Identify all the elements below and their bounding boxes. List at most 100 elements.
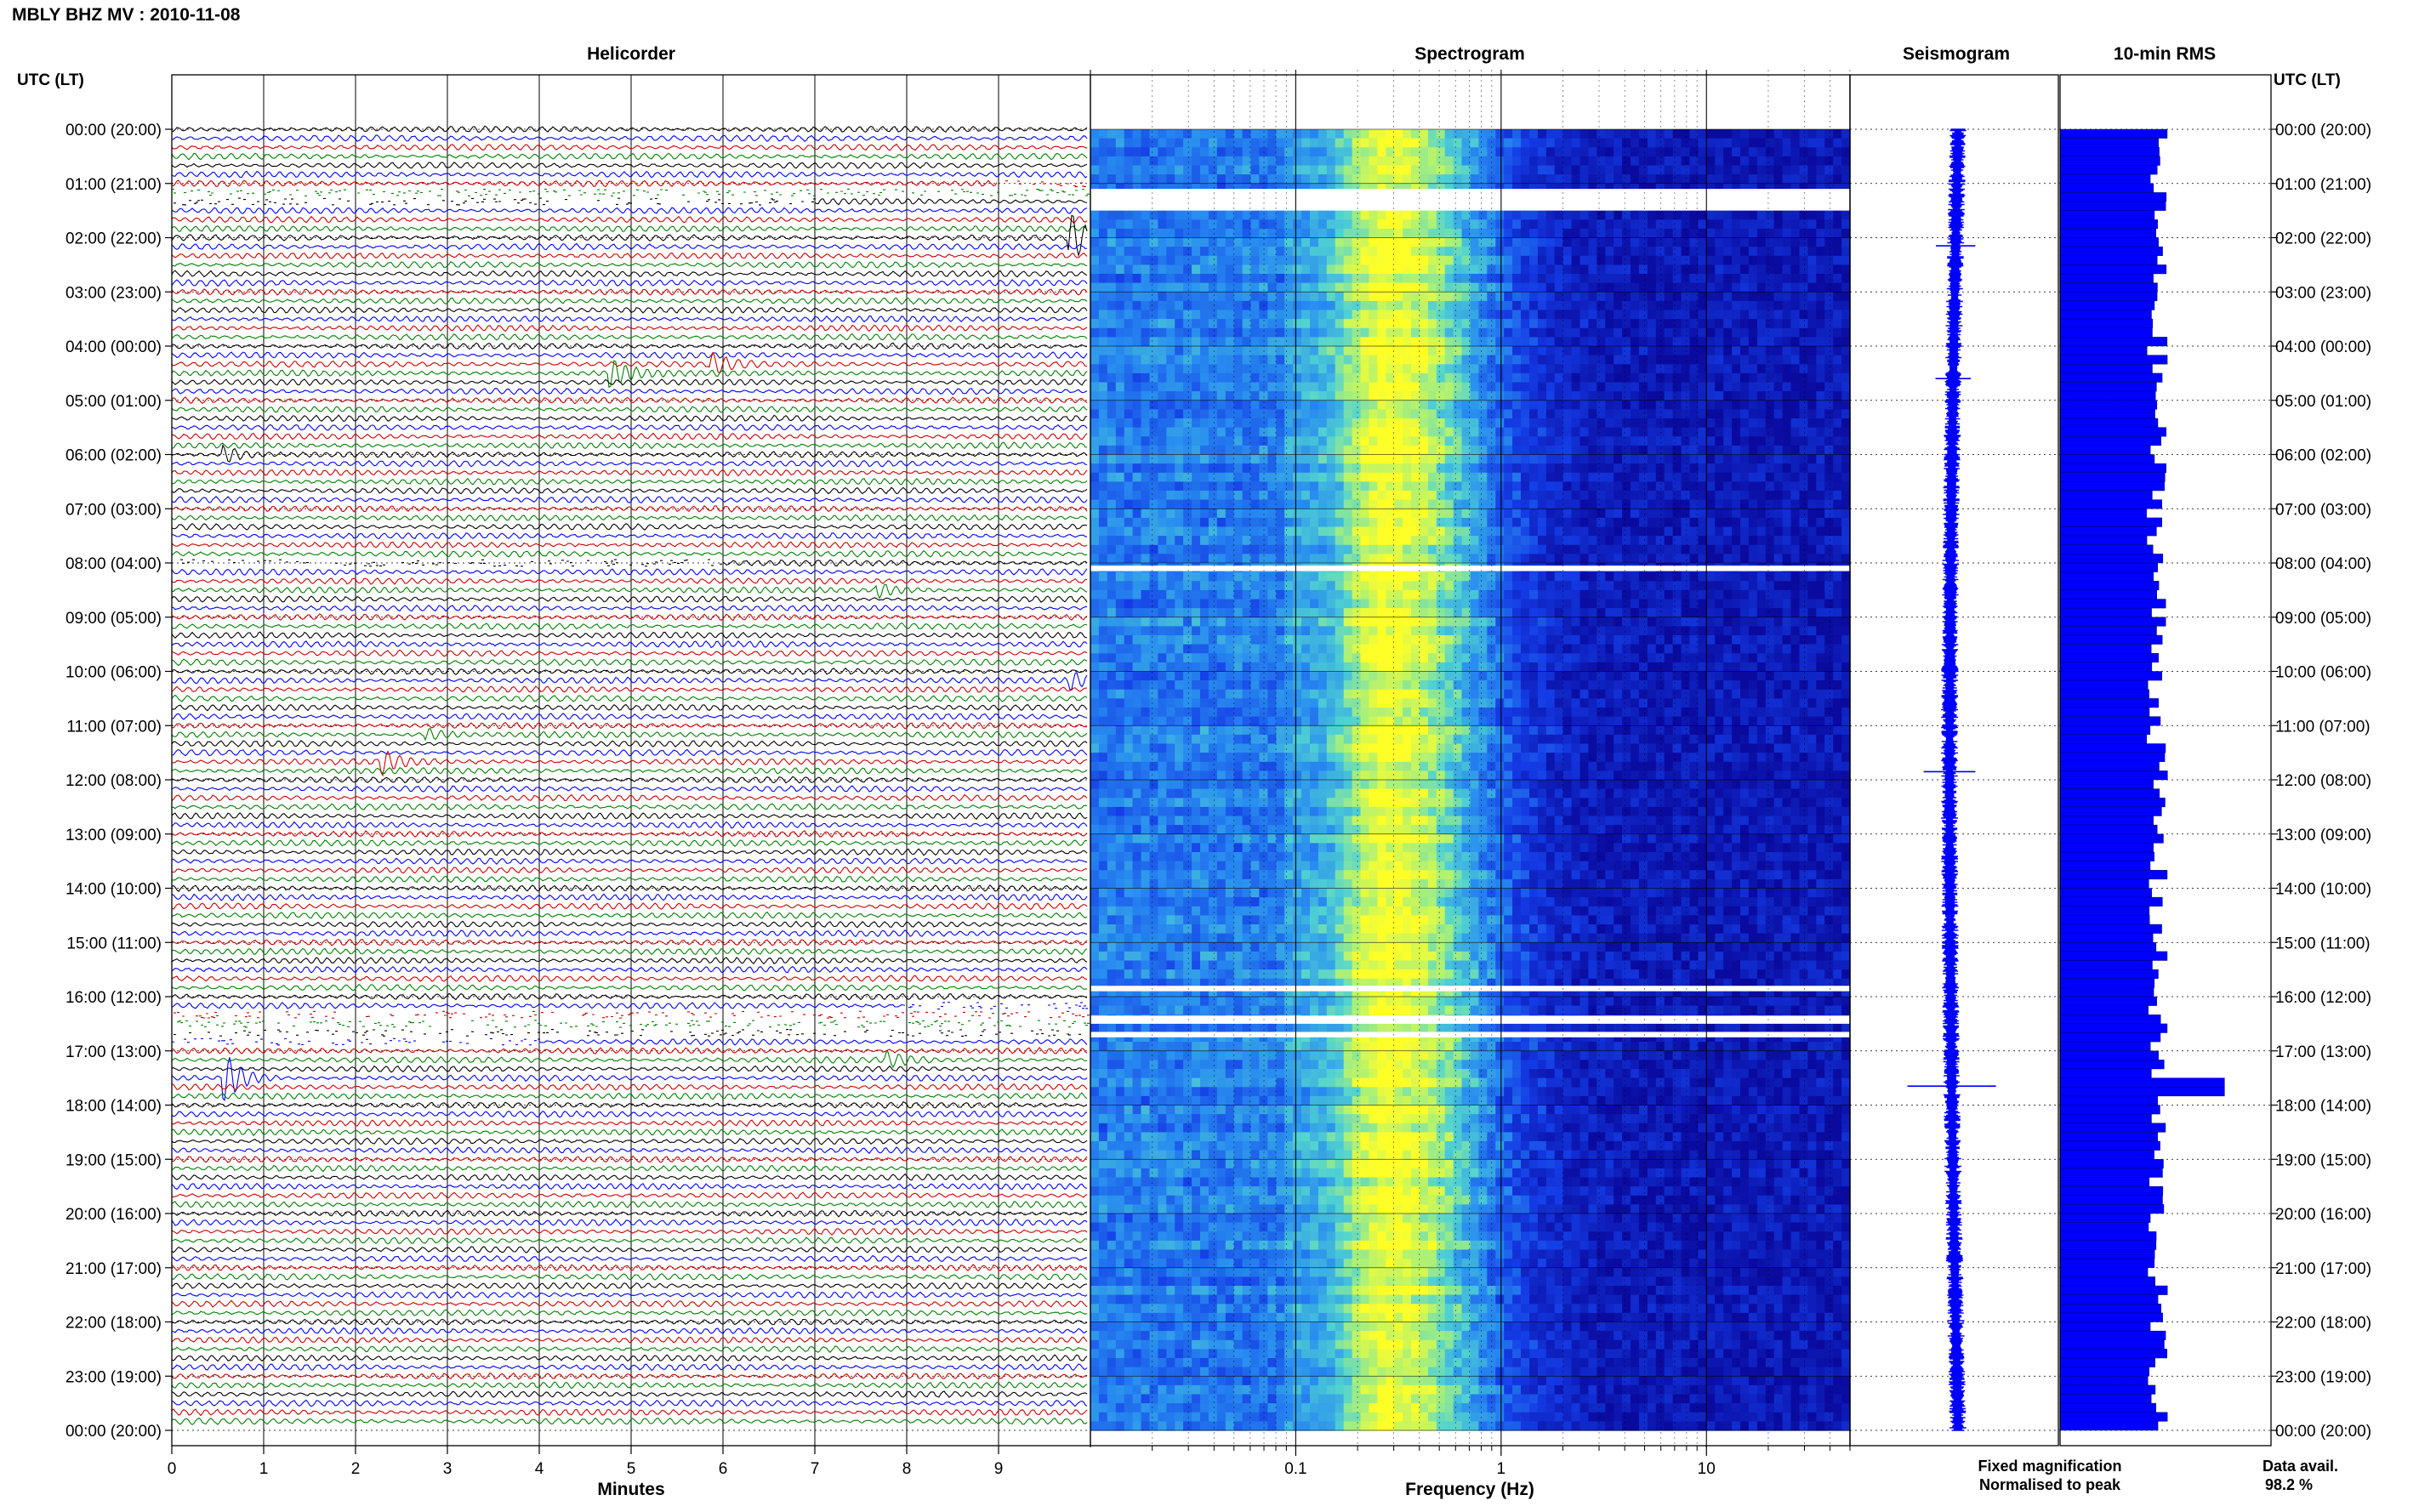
spectrogram-cell (1293, 589, 1302, 600)
spectrogram-cell (1672, 589, 1682, 600)
spectrogram-cell (1732, 544, 1741, 554)
spectrogram-cell (1748, 210, 1758, 220)
spectrogram-cell (1411, 274, 1420, 284)
spectrogram-cell (1790, 210, 1800, 220)
spectrogram-cell (1411, 327, 1420, 338)
spectrogram-cell (1403, 138, 1412, 148)
spectrogram-cell (1216, 445, 1227, 456)
spectrogram-cell (1579, 436, 1589, 446)
spectrogram-cell (1420, 138, 1429, 148)
spectrogram-cell (1310, 174, 1319, 185)
spectrogram-cell (1545, 517, 1556, 528)
spectrogram-cell (1529, 219, 1539, 230)
spectrogram-cell (1386, 274, 1395, 284)
spectrogram-cell (1487, 589, 1496, 600)
spectrogram-cell (1242, 310, 1252, 320)
spectrogram-cell (1386, 310, 1395, 320)
spectrogram-cell (1706, 599, 1716, 609)
spectrogram-cell (1326, 509, 1336, 519)
spectrogram-cell (1672, 355, 1682, 365)
spectrogram-cell (1681, 517, 1691, 528)
spectrogram-cell (1748, 536, 1758, 546)
spectrogram-cell (1192, 571, 1201, 582)
spectrogram-cell (1799, 292, 1808, 302)
spectrogram-cell (1090, 237, 1100, 247)
spectrogram-cell (1647, 400, 1657, 410)
spectrogram-cell (1427, 599, 1437, 609)
spectrogram-cell (1267, 491, 1277, 501)
spectrogram-cell (1715, 255, 1724, 265)
spectrogram-cell (1487, 210, 1496, 220)
spectrogram-cell (1335, 355, 1345, 365)
spectrogram-cell (1597, 138, 1606, 148)
spectrogram-cell (1512, 382, 1522, 392)
spectrogram-cell (1216, 509, 1227, 519)
spectrogram-cell (1208, 247, 1218, 257)
spectrogram-cell (1706, 400, 1716, 410)
spectrogram-cell (1216, 183, 1227, 193)
spectrogram-cell (1537, 391, 1547, 401)
spectrogram-cell (1200, 463, 1210, 474)
spectrogram-cell (1487, 274, 1496, 284)
spectrogram-cell (1183, 237, 1192, 247)
spectrogram-cell (1369, 599, 1378, 609)
spectrogram-cell (1765, 599, 1775, 609)
spectrogram-cell (1597, 282, 1606, 293)
spectrogram-cell (1816, 427, 1825, 437)
spectrogram-cell (1537, 608, 1547, 618)
spectrogram-cell (1681, 499, 1691, 509)
spectrogram-cell (1411, 372, 1420, 384)
spectrogram-cell (1192, 626, 1201, 636)
spectrogram-cell (1597, 355, 1606, 365)
spectrogram-cell (1478, 589, 1488, 600)
spectrogram-cell (1824, 165, 1834, 175)
spectrogram-cell (1841, 282, 1851, 293)
spectrogram-cell (1588, 445, 1597, 456)
spectrogram-cell (1216, 626, 1227, 636)
spectrogram-cell (1115, 219, 1125, 230)
spectrogram-cell (1816, 228, 1825, 239)
spectrogram-cell (1107, 491, 1117, 501)
spectrogram-cell (1166, 247, 1175, 257)
spectrogram-cell (1318, 608, 1328, 618)
spectrogram-cell (1175, 156, 1184, 167)
spectrogram-cell (1124, 526, 1134, 537)
spectrogram-cell (1521, 346, 1530, 356)
spectrogram-cell (1698, 274, 1707, 284)
spectrogram-cell (1765, 372, 1775, 384)
spectrogram-cell (1394, 571, 1403, 582)
spectrogram-cell (1124, 183, 1134, 193)
spectrogram-cell (1521, 491, 1530, 501)
spectrogram-cell (1545, 264, 1556, 275)
spectrogram-cell (1183, 481, 1192, 492)
spectrogram-cell (1386, 219, 1395, 230)
spectrogram-cell (1310, 282, 1319, 293)
spectrogram-cell (1773, 418, 1784, 429)
spectrogram-cell (1175, 472, 1184, 482)
spectrogram-cell (1816, 255, 1825, 265)
spectrogram-cell (1149, 472, 1158, 482)
spectrogram-cell (1740, 310, 1750, 320)
spectrogram-cell (1360, 427, 1369, 437)
spectrogram-cell (1310, 274, 1319, 284)
spectrogram-cell (1689, 509, 1699, 519)
spectrogram-cell (1158, 499, 1167, 509)
spectrogram-cell (1090, 219, 1100, 230)
spectrogram-cell (1545, 292, 1556, 302)
spectrogram-cell (1562, 509, 1573, 519)
spectrogram-cell (1115, 418, 1125, 429)
spectrogram-cell (1681, 509, 1691, 519)
spectrogram-cell (1579, 165, 1589, 175)
spectrogram-cell (1225, 138, 1235, 148)
spectrogram-cell (1504, 255, 1513, 265)
spectrogram-cell (1579, 156, 1589, 167)
spectrogram-cell (1335, 372, 1345, 384)
spectrogram-cell (1098, 138, 1108, 148)
spectrogram-cell (1681, 282, 1691, 293)
spectrogram-cell (1638, 228, 1648, 239)
spectrogram-cell (1369, 463, 1378, 474)
spectrogram-cell (1622, 319, 1631, 329)
spectrogram-cell (1453, 391, 1463, 401)
spectrogram-cell (1326, 499, 1336, 509)
spectrogram-cell (1427, 264, 1437, 275)
